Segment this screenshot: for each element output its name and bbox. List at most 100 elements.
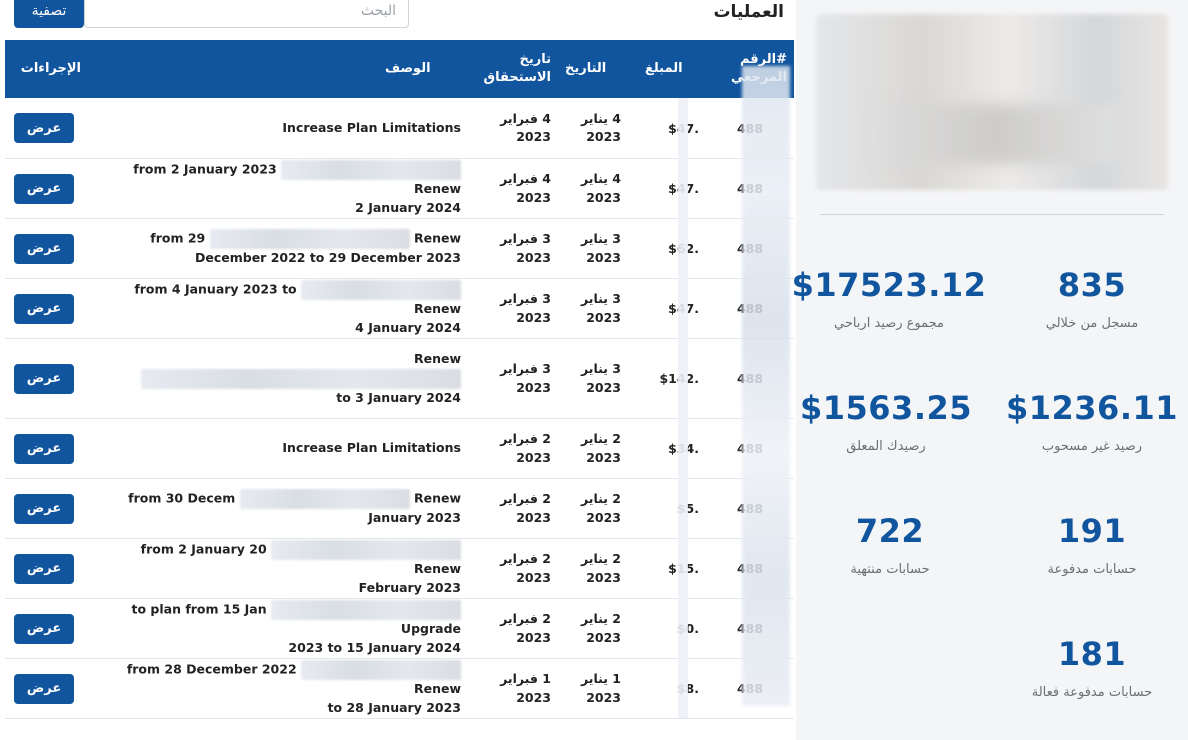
row-date: 2 يناير 2023 bbox=[580, 491, 621, 525]
row-description-part: Renew bbox=[413, 180, 461, 196]
view-button[interactable]: عرض bbox=[14, 433, 74, 464]
row-actions: عرض bbox=[14, 219, 74, 278]
row-date: 1 يناير 2023 bbox=[580, 671, 621, 705]
row-description: from 2 January 20 Renew February 2023 bbox=[93, 539, 461, 598]
row-description: from 29 Renew December 2022 to 29 Decemb… bbox=[93, 219, 461, 278]
row-due-date: 1 فبراير 2023 bbox=[500, 671, 551, 705]
table-row: 488 $142. 3 يناير 2023 3 فبراير 2023 Ren… bbox=[5, 339, 794, 419]
row-date: 2 يناير 2023 bbox=[580, 611, 621, 645]
table-row: 488 $47. 4 يناير 2023 4 فبراير 2023 Incr… bbox=[5, 98, 794, 159]
stat-registered-value: 835 bbox=[1057, 266, 1127, 304]
view-button[interactable]: عرض bbox=[14, 673, 74, 704]
redacted-text bbox=[239, 489, 410, 510]
transactions-table: #الرقم المرجعي المبلغ التاريخ تاريخ الاس… bbox=[5, 40, 794, 719]
stat-unwithdrawn: $1236.11 رصيد غير مسحوب bbox=[992, 389, 1188, 454]
view-button[interactable]: عرض bbox=[14, 363, 74, 394]
stat-registered: 835 مسجل من خلالي bbox=[992, 266, 1188, 331]
row-due-date: 3 فبراير 2023 bbox=[500, 291, 551, 325]
row-description-part: from 2 January 2023 bbox=[133, 161, 277, 177]
row-amount: $47. bbox=[635, 279, 699, 338]
row-description: from 30 Decem Renew January 2023 bbox=[93, 479, 461, 538]
stat-expired-accounts-label: حسابات منتهية bbox=[850, 562, 930, 577]
row-description-part: 2 January 2024 bbox=[355, 199, 461, 215]
row-amount: $34. bbox=[635, 419, 699, 478]
table-row: 488 $8. 1 يناير 2023 1 فبراير 2023 from … bbox=[5, 659, 794, 719]
row-description-part: from 30 Decem bbox=[128, 490, 236, 506]
row-due-date: 4 فبراير 2023 bbox=[500, 171, 551, 205]
view-button[interactable]: عرض bbox=[14, 493, 74, 524]
row-due-date: 3 فبراير 2023 bbox=[500, 231, 551, 265]
table-row: 488 $62. 3 يناير 2023 3 فبراير 2023 from… bbox=[5, 219, 794, 279]
row-description-part: from 28 December 2022 bbox=[126, 661, 297, 677]
row-description-part: Upgrade bbox=[400, 620, 461, 636]
stat-active-paid: 181 حسابات مدفوعة فعالة bbox=[992, 635, 1188, 700]
row-date: 2 يناير 2023 bbox=[580, 431, 621, 465]
search-box bbox=[84, 0, 409, 28]
row-amount: $5. bbox=[635, 479, 699, 538]
row-due-date: 2 فبراير 2023 bbox=[500, 551, 551, 585]
panel-divider bbox=[820, 214, 1164, 215]
redacted-text bbox=[271, 599, 461, 620]
row-description-part: Renew bbox=[413, 300, 461, 316]
page-title: العمليات bbox=[713, 2, 784, 22]
row-amount: $62. bbox=[635, 219, 699, 278]
stat-active-paid-value: 181 bbox=[1057, 635, 1127, 673]
view-button[interactable]: عرض bbox=[14, 233, 74, 264]
row-actions: عرض bbox=[14, 599, 74, 658]
stat-pending-label: رصيدك المعلق bbox=[846, 439, 926, 454]
row-description-part: Renew bbox=[413, 680, 461, 696]
stat-paid-accounts-label: حسابات مدفوعة bbox=[1047, 562, 1137, 577]
row-description: Increase Plan Limitations bbox=[93, 98, 461, 158]
view-button[interactable]: عرض bbox=[14, 113, 74, 143]
row-description-part: January 2023 bbox=[368, 510, 461, 526]
row-description-part: from 29 bbox=[150, 230, 206, 246]
row-date: 4 يناير 2023 bbox=[580, 110, 621, 144]
row-description-part: Renew bbox=[413, 490, 461, 506]
row-description-text: Increase Plan Limitations bbox=[282, 119, 461, 135]
row-date: 3 يناير 2023 bbox=[580, 231, 621, 265]
row-actions: عرض bbox=[14, 539, 74, 598]
stat-total-profit-label: مجموع رصيد ارباحي bbox=[833, 316, 944, 331]
view-button[interactable]: عرض bbox=[14, 613, 74, 644]
table-row: 488 $47. 4 يناير 2023 4 فبراير 2023 from… bbox=[5, 159, 794, 219]
row-description-part: Renew bbox=[413, 560, 461, 576]
row-description-part: Renew bbox=[413, 230, 461, 246]
row-description: from 4 January 2023 to Renew 4 January 2… bbox=[93, 279, 461, 338]
stat-unwithdrawn-label: رصيد غير مسحوب bbox=[1041, 439, 1143, 454]
view-button[interactable]: عرض bbox=[14, 293, 74, 324]
row-description-part: to 28 January 2023 bbox=[327, 699, 461, 715]
stat-pending: $1563.25 رصيدك المعلق bbox=[786, 389, 986, 454]
stat-total-profit-value: $17523.12 bbox=[791, 266, 987, 304]
table-row: 488 $0. 2 يناير 2023 2 فبراير 2023 to pl… bbox=[5, 599, 794, 659]
search-input[interactable] bbox=[85, 0, 408, 27]
redacted-text bbox=[271, 539, 461, 560]
row-description-part: to 3 January 2024 bbox=[336, 389, 461, 405]
row-actions: عرض bbox=[14, 419, 74, 478]
col-description: الوصف bbox=[385, 61, 431, 77]
row-description-text: Increase Plan Limitations bbox=[282, 440, 461, 456]
row-due-date: 3 فبراير 2023 bbox=[500, 361, 551, 395]
row-date: 3 يناير 2023 bbox=[580, 361, 621, 395]
table-row: 488 $5. 2 يناير 2023 2 فبراير 2023 from … bbox=[5, 479, 794, 539]
filter-button[interactable]: تصفية bbox=[14, 0, 84, 28]
stat-active-paid-label: حسابات مدفوعة فعالة bbox=[1031, 685, 1153, 700]
stat-expired-accounts-value: 722 bbox=[855, 512, 925, 550]
row-amount: $15. bbox=[635, 539, 699, 598]
row-actions: عرض bbox=[14, 479, 74, 538]
stat-expired-accounts: 722 حسابات منتهية bbox=[790, 512, 990, 577]
table-row: 488 $47. 3 يناير 2023 3 فبراير 2023 from… bbox=[5, 279, 794, 339]
stat-paid-accounts: 191 حسابات مدفوعة bbox=[992, 512, 1188, 577]
view-button[interactable]: عرض bbox=[14, 553, 74, 584]
row-date: 2 يناير 2023 bbox=[580, 551, 621, 585]
row-due-date: 2 فبراير 2023 bbox=[500, 611, 551, 645]
view-button[interactable]: عرض bbox=[14, 173, 74, 204]
row-amount: $142. bbox=[635, 339, 699, 418]
row-date: 4 يناير 2023 bbox=[580, 171, 621, 205]
row-actions: عرض bbox=[14, 339, 74, 418]
row-date: 3 يناير 2023 bbox=[580, 291, 621, 325]
row-description-part: 2023 to 15 January 2024 bbox=[288, 639, 461, 655]
row-description-part: December 2022 to 29 December 2023 bbox=[194, 250, 461, 266]
row-description-part: from 4 January 2023 to bbox=[134, 281, 297, 297]
stats-panel: 835 مسجل من خلالي $17523.12 مجموع رصيد ا… bbox=[792, 0, 1188, 740]
col-amount: المبلغ bbox=[645, 61, 683, 77]
